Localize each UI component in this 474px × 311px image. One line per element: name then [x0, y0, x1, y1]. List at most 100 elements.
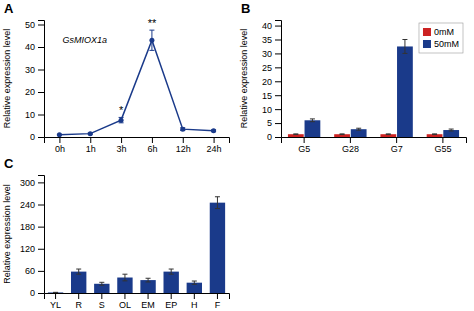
bar	[48, 292, 63, 293]
y-tick-mark	[275, 123, 281, 124]
y-tick-mark	[38, 70, 44, 71]
error-bar	[119, 117, 124, 122]
x-tick: S	[99, 293, 105, 310]
error-bar	[53, 292, 58, 293]
error-bar-cap	[293, 134, 298, 135]
x-axis-line	[282, 138, 467, 144]
error-bar-cap	[402, 39, 407, 40]
error-bar-cap	[386, 134, 391, 135]
bar	[94, 284, 109, 293]
y-tick-label: 20	[262, 77, 272, 87]
error-bar	[149, 30, 154, 50]
point	[149, 38, 154, 43]
line	[59, 40, 213, 135]
bar	[305, 120, 321, 137]
x-tick: EP	[165, 293, 177, 310]
x-tick-label: G7	[391, 144, 403, 154]
x-tick-mark	[148, 293, 149, 299]
y-axis: 0510152025303540	[262, 21, 282, 143]
x-tick: YL	[50, 293, 61, 310]
legend-swatch	[423, 28, 431, 36]
x-tick: 6h	[147, 137, 157, 154]
y-tick: 10	[262, 105, 281, 115]
y-tick-mark	[38, 205, 44, 206]
y-tick-label: 10	[25, 110, 35, 120]
y-tick-label: 240	[20, 200, 35, 210]
y-tick-label: 180	[20, 222, 35, 232]
x-tick-mark	[78, 293, 79, 299]
marks	[57, 30, 216, 137]
y-tick-label: 120	[20, 244, 35, 254]
x-tick: G7	[391, 137, 403, 154]
x-tick: G55	[434, 137, 451, 154]
x-tick-label: 12h	[176, 144, 191, 154]
error-bar-cap	[53, 292, 58, 293]
x-tick-mark	[152, 137, 153, 143]
error-bar-cap	[310, 118, 315, 119]
error-bar-cap	[146, 281, 151, 282]
x-tick-mark	[90, 137, 91, 143]
error-bar-cap	[122, 274, 127, 275]
panel: C060120180240300YLRSOLEMEPHFRelative exp…	[2, 156, 230, 310]
error-bar	[76, 269, 81, 274]
x-tick-label: 24h	[207, 144, 222, 154]
y-tick-label: 40	[25, 42, 35, 52]
error-bar-cap	[76, 274, 81, 275]
error-bar-cap	[340, 134, 345, 135]
error-bar-cap	[169, 269, 174, 270]
legend-item: 0mM	[423, 27, 454, 37]
x-tick-label: G28	[342, 144, 359, 154]
y-tick: 300	[20, 178, 44, 188]
x-tick-mark	[101, 293, 102, 299]
error-bar-cap	[340, 133, 345, 134]
error-bar-stem	[148, 278, 149, 282]
annotation: **	[148, 17, 157, 29]
legend-label: 50mM	[434, 39, 459, 49]
marks	[48, 197, 225, 293]
x-tick: 24h	[207, 137, 222, 154]
y-tick: 15	[262, 91, 281, 101]
error-bar-cap	[53, 292, 58, 293]
marks	[288, 40, 459, 138]
error-bar-cap	[149, 30, 154, 31]
x-tick: R	[75, 293, 82, 310]
point	[119, 118, 124, 123]
y-tick: 30	[25, 65, 44, 75]
y-tick: 0	[30, 288, 44, 298]
x-tick: G28	[342, 137, 359, 154]
y-axis-label: Relative expression level	[2, 184, 12, 284]
point	[88, 131, 93, 136]
y-tick-label: 20	[25, 87, 35, 97]
x-tick-label: G5	[298, 144, 310, 154]
y-tick-label: 40	[262, 21, 272, 31]
y-tick-label: 50	[25, 20, 35, 30]
y-tick-mark	[38, 271, 44, 272]
bar	[427, 134, 443, 137]
bar	[187, 283, 202, 293]
y-tick-mark	[38, 47, 44, 48]
error-bar-stem	[217, 197, 218, 209]
x-tick-label: S	[99, 300, 105, 310]
x-tick: 1h	[86, 137, 96, 154]
legend-label: 0mM	[434, 27, 454, 37]
error-bar-cap	[146, 278, 151, 279]
error-bar-stem	[171, 269, 172, 274]
legend-item: 50mM	[423, 39, 459, 49]
x-tick: 0h	[55, 137, 65, 154]
error-bar-cap	[99, 282, 104, 283]
annotation: *	[119, 104, 124, 116]
bar	[334, 134, 350, 137]
y-tick-label: 10	[262, 105, 272, 115]
error-bar	[122, 274, 127, 281]
error-bar-cap	[169, 274, 174, 275]
x-tick-mark	[121, 137, 122, 143]
y-tick: 25	[262, 63, 281, 73]
x-axis-line	[45, 294, 230, 300]
error-bar	[293, 133, 298, 135]
x-tick-mark	[59, 137, 60, 143]
y-axis-line	[38, 21, 45, 138]
y-tick-label: 0	[30, 132, 35, 142]
error-bar-cap	[215, 196, 220, 197]
error-bar-cap	[449, 129, 454, 130]
y-axis: 0 10 20 30 40 50	[25, 20, 45, 143]
